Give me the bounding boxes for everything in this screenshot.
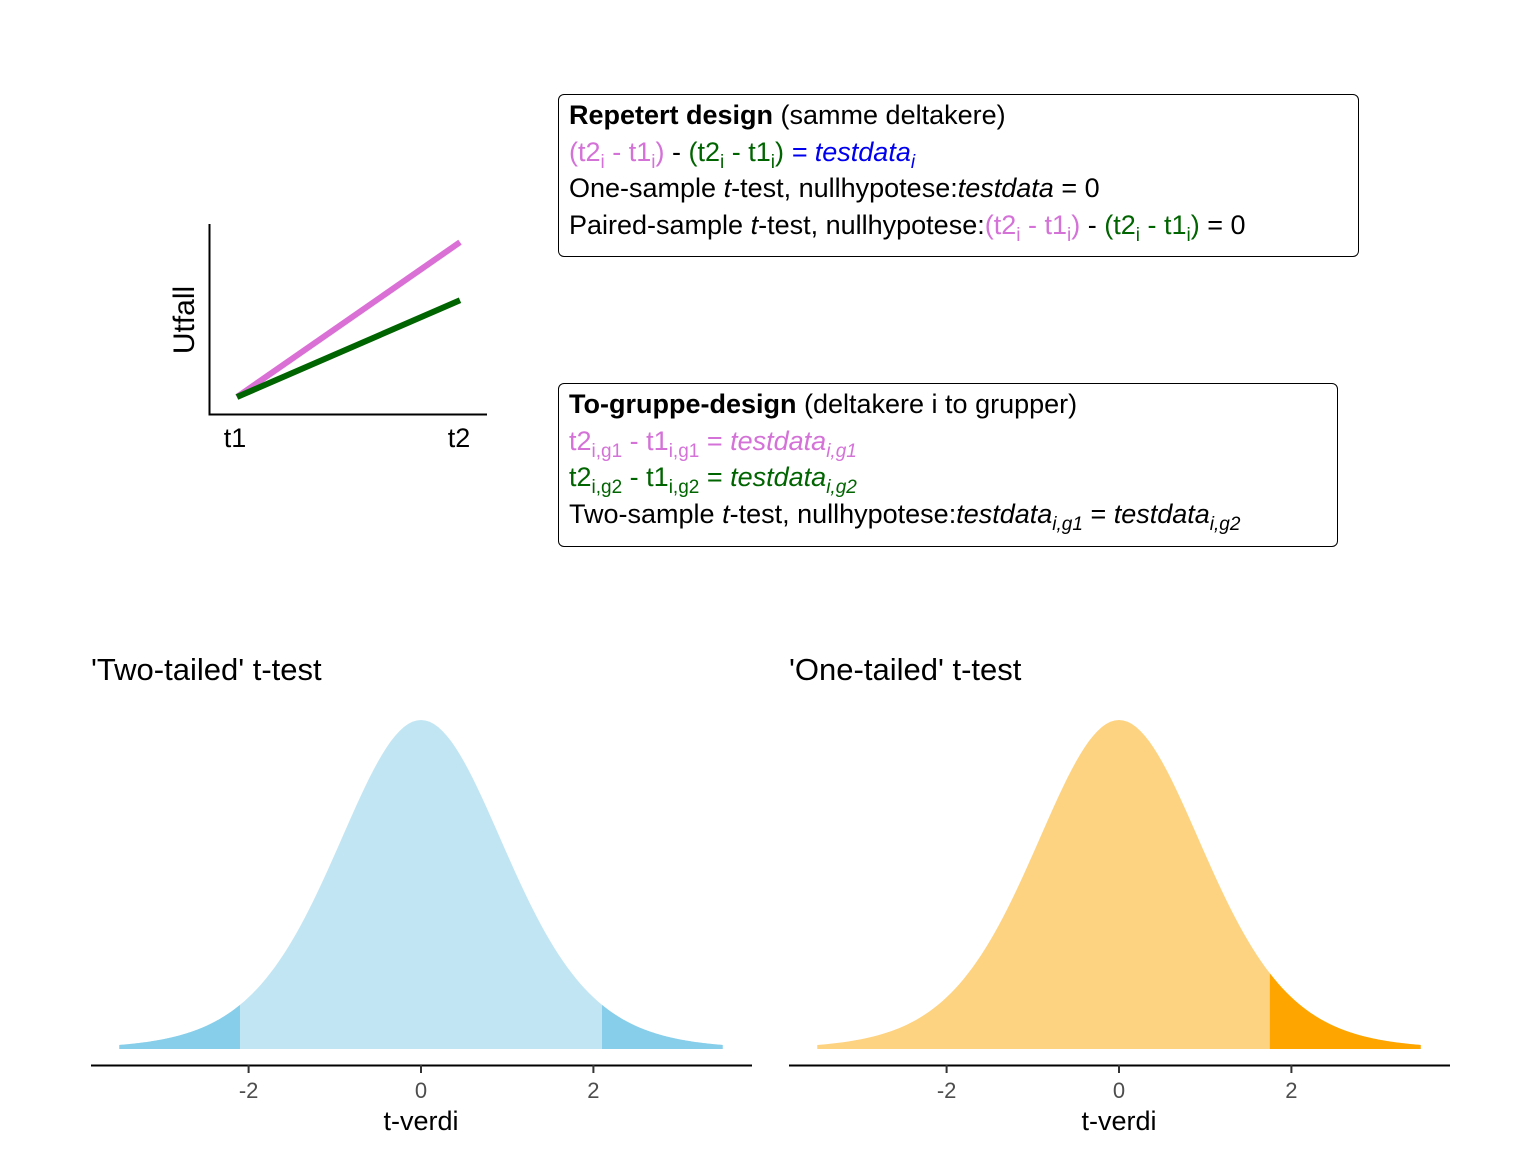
two-tailed-right-tail [602,1004,723,1049]
x-tick-label: -2 [937,1078,957,1103]
eq-violet-term: (t2i - t1i) [569,136,665,173]
design-xtick-t1: t1 [224,423,247,453]
x-tick-label: 0 [415,1078,427,1103]
one-tailed-density-area [817,720,1421,1049]
group2-equation-line: t2i,g2 - t1i,g2 = testdatai,g2 [569,462,857,498]
one-sample-line: One-sample t-test, nullhypotese:testdata… [569,173,1100,203]
eq-minus: - [664,136,689,167]
one-tailed-panel: 'One-tailed' t-test -2 0 2 t-verdi [789,652,1450,1136]
two-tailed-title: 'Two-tailed' t-test [91,652,322,687]
x-tick-label: -2 [239,1078,259,1103]
one-tailed-title: 'One-tailed' t-test [789,652,1022,687]
group-title: To-gruppe-design [569,389,797,419]
eq-green-term: (t2i - t1i) [688,136,785,173]
two-tailed-left-tail [119,1004,240,1049]
x-tick-label: 2 [1285,1078,1297,1103]
repeated-title-rest: (samme deltakere) [773,100,1006,130]
two-tailed-xlabel: t-verdi [383,1106,458,1136]
series-line-darkgreen [235,297,462,400]
eq-testdata-result: = testdatai [784,136,916,173]
repeated-design-box: Repetert design (samme deltakere) (t2i -… [558,94,1359,257]
design-plot: Utfall t1 t2 [168,224,487,453]
x-tick-label: 0 [1113,1078,1125,1103]
design-ylabel: Utfall [168,286,201,354]
group-title-line: To-gruppe-design (deltakere i to grupper… [569,386,1328,423]
two-tailed-density-area [119,720,723,1049]
series-line-violet [235,239,462,400]
one-tailed-xlabel: t-verdi [1081,1106,1156,1136]
group-title-rest: (deltakere i to grupper) [796,389,1078,419]
paired-sample-line: Paired-sample t-test, nullhypotese:(t2i … [569,209,1246,246]
x-tick-label: 2 [587,1078,599,1103]
repeated-equation-line: (t2i - t1i) - (t2i - t1i) = testdatai [569,134,1349,173]
repeated-title: Repetert design [569,100,774,130]
two-sample-line: Two-sample t-test, nullhypotese:testdata… [569,498,1241,535]
group1-equation-line: t2i,g1 - t1i,g1 = testdatai,g1 [569,425,857,462]
design-xtick-t2: t2 [448,423,471,453]
two-group-design-box: To-gruppe-design (deltakere i to grupper… [558,383,1338,547]
repeated-title-line: Repetert design (samme deltakere) [569,97,1349,134]
one-tailed-right-tail [1269,973,1421,1049]
two-tailed-panel: 'Two-tailed' t-test -2 0 2 t-verdi [91,652,752,1136]
